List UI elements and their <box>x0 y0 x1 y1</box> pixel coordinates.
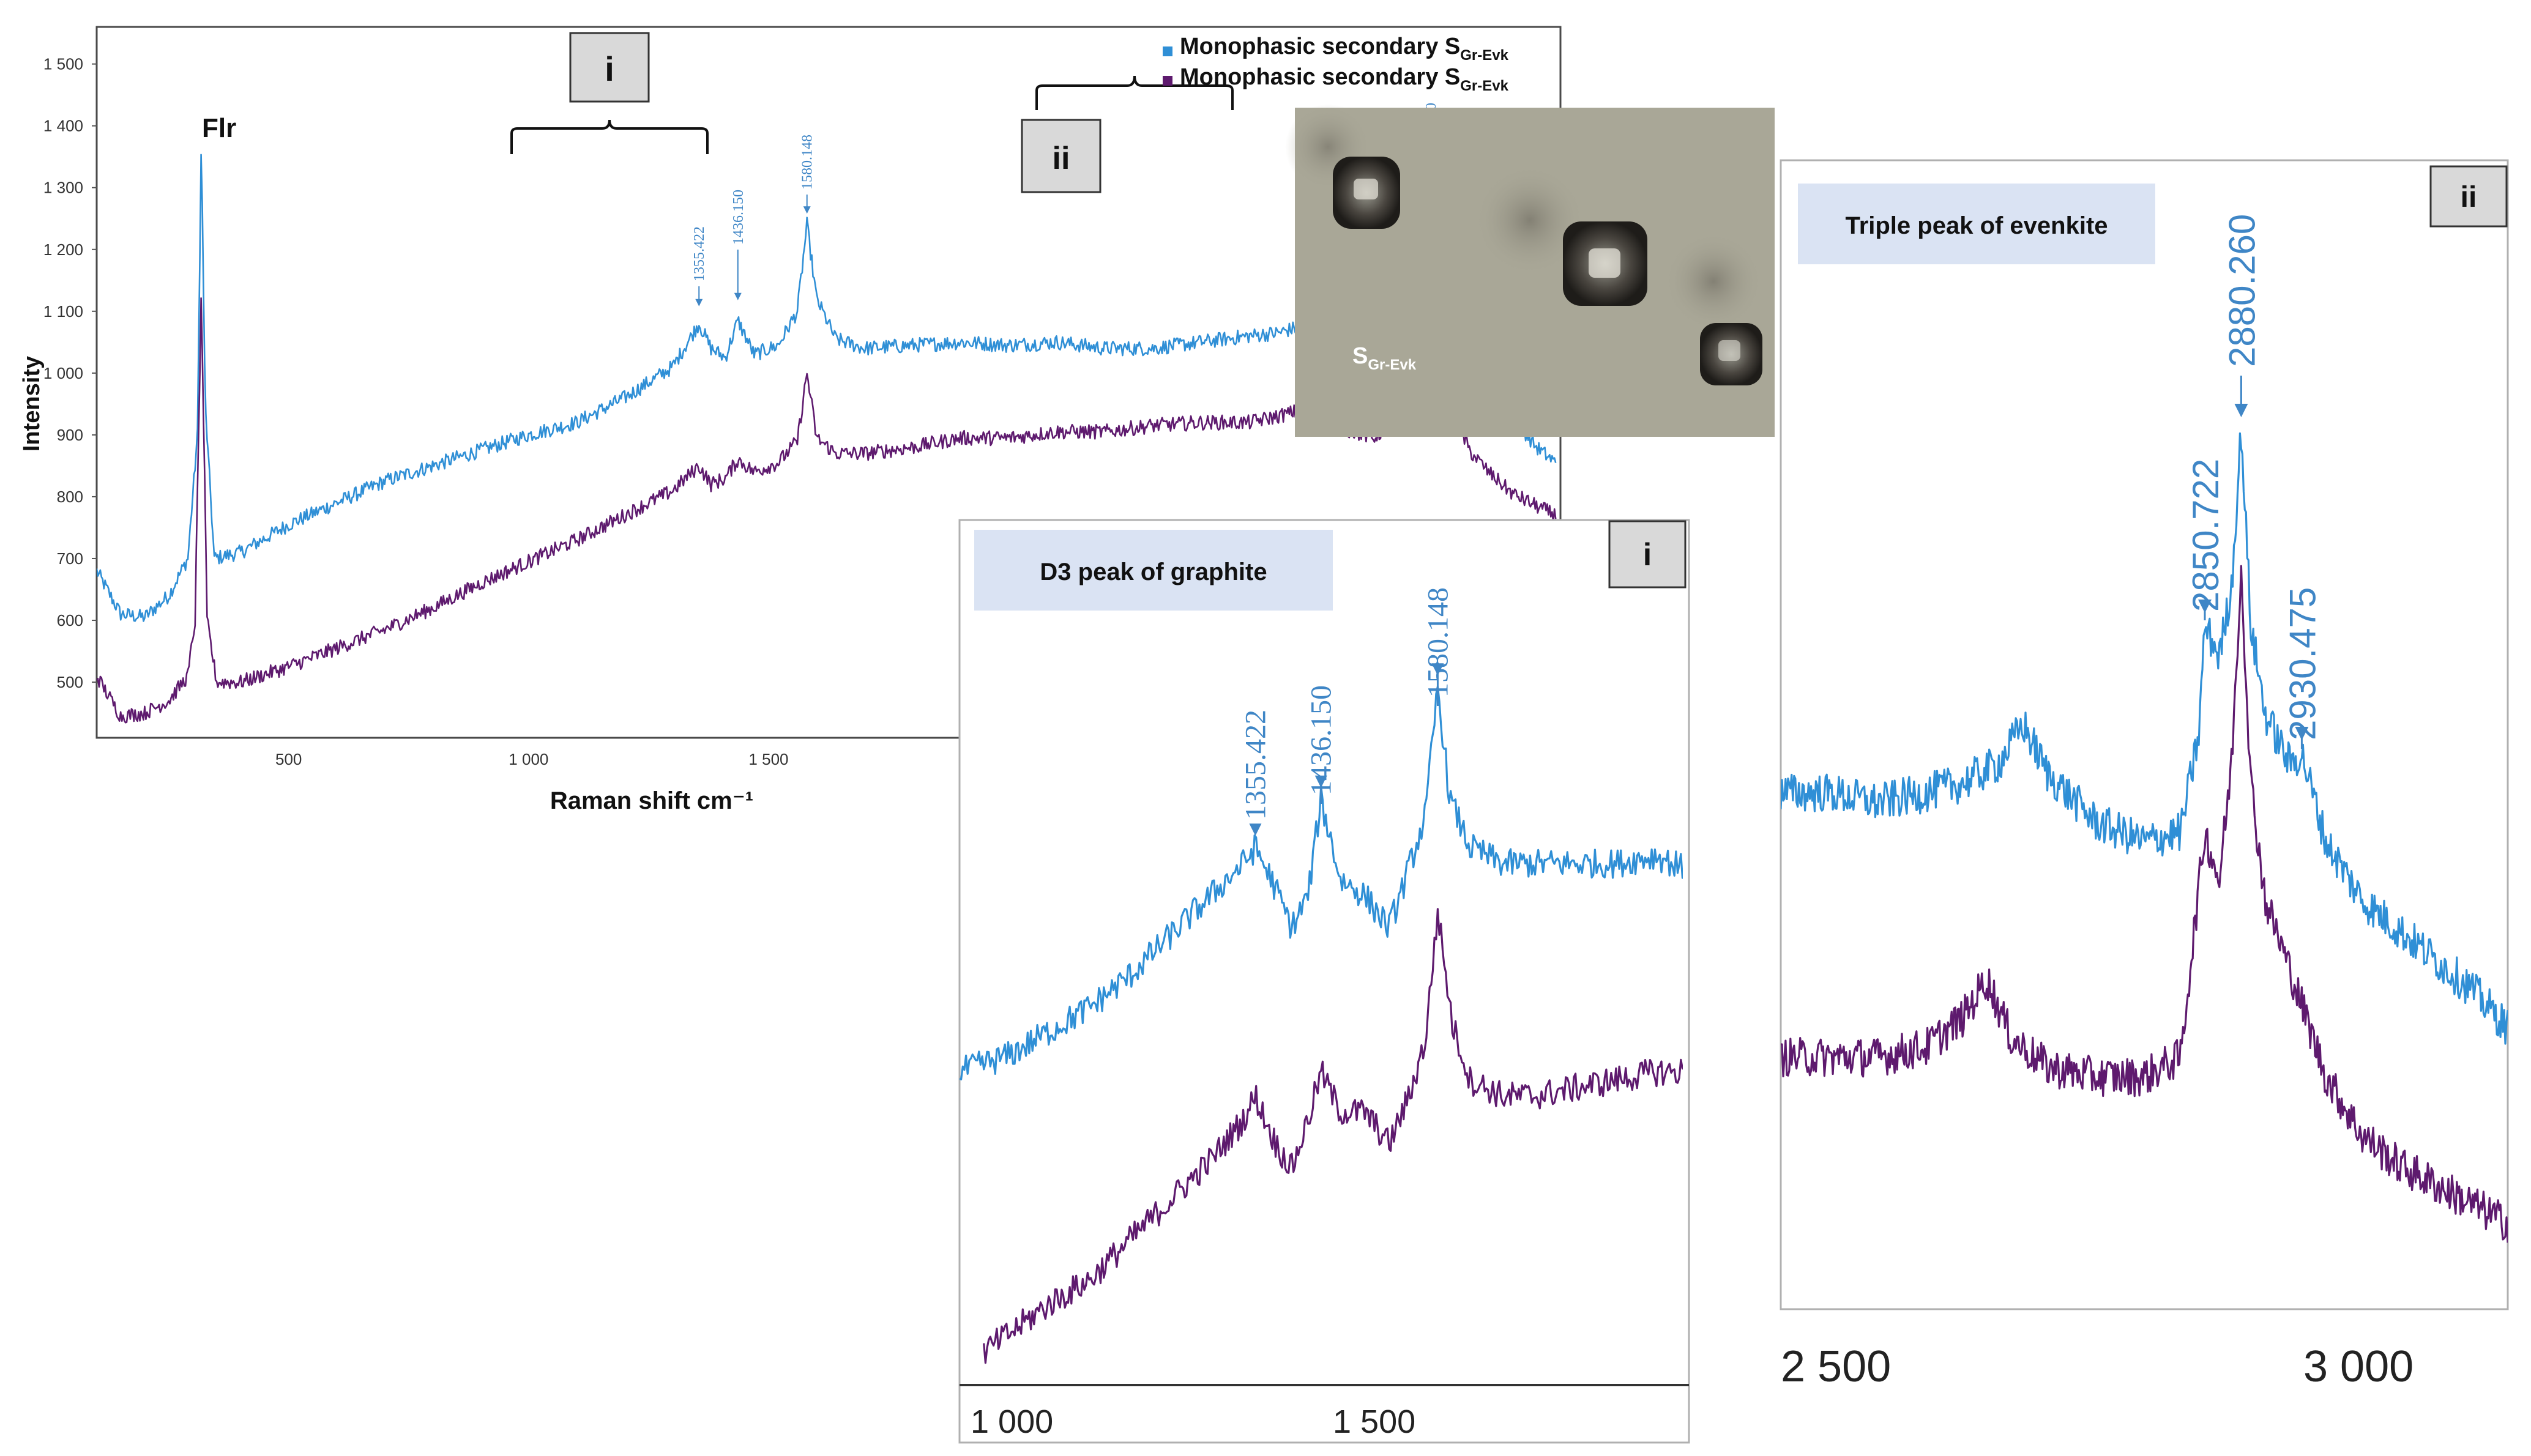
crystal-3-highlight <box>1718 340 1740 361</box>
microscope-photo: SGr-Evk <box>1285 104 1775 437</box>
crystal-2-highlight <box>1589 248 1620 278</box>
main-y-tick-label: 1 200 <box>43 240 83 259</box>
photo-blob-2 <box>1664 232 1762 330</box>
inset-i-peak-label: 1355.422 <box>1239 710 1272 820</box>
inset-ii-title: Triple peak of evenkite <box>1845 212 2108 239</box>
inset-ii-peak-arrow-head <box>2198 600 2212 613</box>
inset-ii-chart: Triple peak of evenkite ii 2850.722 2880.… <box>1780 159 2509 1391</box>
main-x-tick-label: 500 <box>275 750 302 768</box>
inset-i-peak-arrow-head <box>1314 775 1327 788</box>
legend-swatch-purple <box>1163 76 1172 86</box>
main-y-tick-label: 600 <box>57 611 83 630</box>
main-x-tick-label: 1 500 <box>748 750 788 768</box>
inset-ii-series-2 <box>1781 565 2508 1243</box>
main-peak-arrow-head <box>803 206 811 214</box>
inset-i-x-tick-1000: 1 000 <box>971 1403 1053 1440</box>
photo-label: SGr-Evk <box>1352 343 1417 373</box>
inset-i-title: D3 peak of graphite <box>1040 559 1267 585</box>
inset-ii-peak-label: 2930.475 <box>2282 587 2323 740</box>
inset-ii-series-group <box>1781 432 2508 1243</box>
inset-i-series-2 <box>983 908 1683 1364</box>
main-y-tick-label: 1 300 <box>43 179 83 197</box>
legend: Monophasic secondary SGr-Evk Monophasic … <box>1163 34 1509 94</box>
inset-i-peak-arrow-head <box>1431 663 1444 676</box>
main-x-axis-label: Raman shift cm⁻¹ <box>550 787 753 814</box>
inset-i-series-1 <box>960 685 1683 1081</box>
inset-i-chart: D3 peak of graphite i 1355.422 1436.15015… <box>958 519 1690 1444</box>
inset-ii-peak-label: 2880.260 <box>2221 214 2262 367</box>
inset-i-badge <box>1608 520 1687 589</box>
crystal-1-highlight <box>1354 179 1378 199</box>
main-peak-arrow-head <box>734 292 742 300</box>
inset-ii-peak-labels: 2850.722 2880.260 2930.475 <box>2185 214 2323 749</box>
inset-ii-badge <box>2429 165 2508 228</box>
main-y-tick-label: 1 000 <box>43 364 83 382</box>
legend-swatch-blue <box>1163 46 1172 56</box>
inset-ii-peak-arrow-head <box>2295 727 2309 740</box>
region-ii-badge <box>1021 119 1101 193</box>
inset-i-peak-arrow-head <box>1249 823 1262 836</box>
main-y-tick-label: 800 <box>57 488 83 506</box>
region-i-label: i <box>605 50 614 88</box>
inset-ii-x-tick-3000: 3 000 <box>2303 1342 2414 1391</box>
region-ii-brace <box>1035 75 1234 110</box>
main-peak-label: 1580.148 <box>800 135 816 190</box>
region-i-brace <box>510 119 709 154</box>
region-ii-label: ii <box>1053 141 1070 176</box>
legend-entry-1: Monophasic secondary SGr-Evk <box>1180 34 1509 64</box>
main-y-tick-label: 1 500 <box>43 55 83 73</box>
main-peak-label: 1436.150 <box>731 190 747 245</box>
inset-ii-frame <box>1780 159 2509 1310</box>
inset-ii-peak-arrow-head <box>2234 404 2248 417</box>
inset-i-x-tick-1500: 1 500 <box>1333 1403 1415 1440</box>
inset-i-series-group <box>960 685 1683 1364</box>
main-y-ticks: 500 600 700 800 900 1 000 1 100 1 200 1 300 1 400… <box>43 55 97 691</box>
main-y-tick-label: 700 <box>57 549 83 568</box>
main-peak-arrow-head <box>695 299 703 306</box>
inset-ii-title-box <box>1798 184 2155 264</box>
inset-ii-peak-label: 2850.722 <box>2185 459 2226 612</box>
main-y-tick-label: 500 <box>57 673 83 691</box>
flr-annotation: Flr <box>202 113 236 143</box>
photo-blob-1 <box>1475 165 1585 275</box>
inset-ii-x-tick-2500: 2 500 <box>1781 1342 1891 1391</box>
main-x-tick-label: 1 000 <box>509 750 548 768</box>
inset-i-title-box <box>974 530 1333 611</box>
main-y-tick-label: 1 100 <box>43 302 83 321</box>
inset-ii-series-1 <box>1781 432 2508 1045</box>
main-peak-label: 1355.422 <box>691 226 707 281</box>
inset-ii-badge-label: ii <box>2461 181 2477 214</box>
legend-entry-2: Monophasic secondary SGr-Evk <box>1180 64 1509 94</box>
inset-i-frame <box>958 519 1690 1444</box>
inset-i-badge-label: i <box>1643 537 1652 573</box>
main-y-tick-label: 1 400 <box>43 117 83 135</box>
main-y-axis-label: Intensity <box>19 356 45 451</box>
main-y-tick-label: 900 <box>57 426 83 444</box>
region-i-badge <box>569 32 650 103</box>
